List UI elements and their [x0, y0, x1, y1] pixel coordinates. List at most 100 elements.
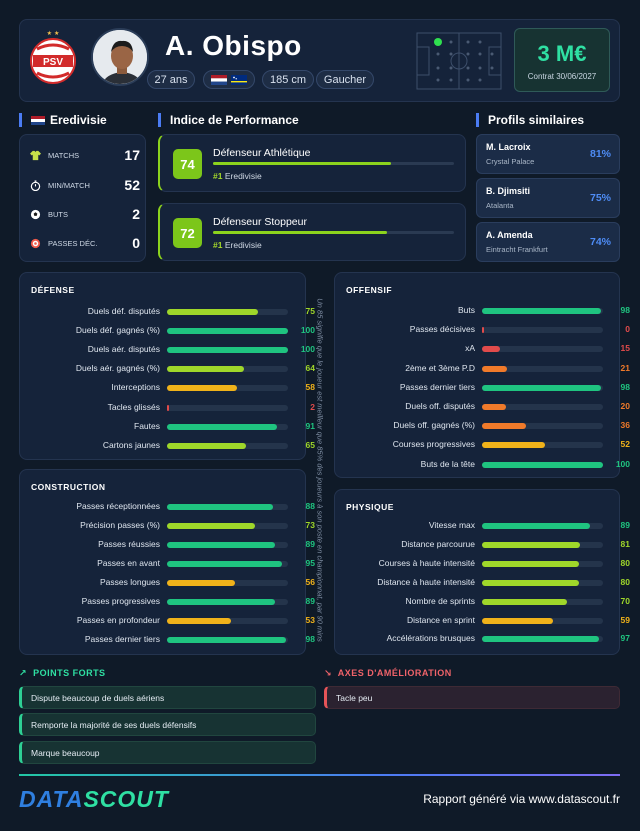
stat-bar: [482, 327, 485, 334]
stat-track: [167, 328, 288, 335]
stat-row: Passes en profondeur 53: [20, 614, 315, 628]
stat-row: Duels déf. disputés 75: [20, 305, 315, 319]
stat-track: [482, 598, 603, 605]
stat-row: Accélérations brusques 97: [335, 632, 630, 646]
stat-value: 91: [305, 420, 315, 431]
stat-label: Nombre de sprints: [405, 595, 475, 606]
stat-value: 95: [305, 558, 315, 568]
construction-title: CONSTRUCTION: [31, 482, 106, 492]
stat-bar: [482, 523, 590, 529]
similar-profile-card[interactable]: A. Amenda Eintracht Frankfurt 74%: [476, 222, 620, 262]
stat-track: [167, 618, 288, 624]
stat-value: 21: [620, 362, 630, 373]
stat-value: 36: [620, 420, 630, 431]
stat-label: Tacles glissés: [107, 401, 160, 412]
similar-profile-card[interactable]: B. Djimsiti Atalanta 75%: [476, 178, 620, 218]
brand-logo: DATASCOUT: [19, 786, 169, 812]
stat-bar: [167, 385, 238, 392]
trend-down-icon: ↘: [324, 668, 333, 678]
similar-profile-card[interactable]: M. Lacroix Crystal Palace 81%: [476, 134, 620, 174]
player-header: ★ ★ PSV A. Obispo 27 ans 185 cm Gaucher: [19, 19, 620, 102]
trend-up-icon: ↗: [19, 668, 28, 678]
stat-track: [167, 423, 288, 430]
stat-value: 89: [620, 520, 630, 530]
stat-value: 65: [305, 439, 315, 450]
stat-value: 97: [620, 633, 630, 644]
construction-card: CONSTRUCTION Passes réceptionnées 88 Préci…: [19, 469, 315, 655]
stat-track: [167, 599, 288, 605]
stat-bar: [482, 404, 507, 410]
stat-bar: [482, 560, 579, 567]
performance-rank: #1 Eredivisie: [213, 240, 262, 250]
foot-pill: Gaucher: [316, 70, 374, 89]
stat-track: [482, 636, 603, 643]
performance-role: Défenseur Athlétique: [213, 147, 311, 159]
stat-row: Distance à haute intensité 80: [335, 576, 630, 590]
stat-track: [167, 347, 288, 354]
defense-title: DÉFENSE: [31, 285, 75, 295]
stat-value: 98: [620, 381, 630, 392]
stat-bar: [167, 309, 258, 315]
stat-label: Passes dernier tiers: [84, 634, 160, 644]
stat-label: Précision passes (%): [80, 520, 160, 530]
performance-track: [213, 162, 454, 165]
market-value: 3 M€: [537, 41, 587, 66]
stat-value: 88: [305, 501, 315, 511]
improvement-item: Tacle peu: [324, 686, 620, 709]
stat-label: Distance en sprint: [406, 614, 475, 625]
stat-value: 80: [620, 557, 630, 568]
stat-bar: [167, 366, 245, 373]
stat-label: Passes en profondeur: [76, 615, 160, 625]
offensive-title: OFFENSIF: [346, 285, 393, 295]
stat-label: Passes réussies: [98, 539, 160, 549]
stat-value: 100: [615, 458, 630, 469]
stat-min-per-match: MIN/MATCH 52: [28, 175, 140, 195]
stat-value: 20: [620, 401, 630, 411]
position-pitch-icon: [416, 32, 502, 90]
performance-card: 72 Défenseur Stoppeur #1 Eredivisie: [158, 203, 466, 261]
stat-label: Distance à haute intensité: [377, 576, 475, 587]
stat-row: Passes réussies 89: [20, 538, 315, 552]
stat-value: 2: [310, 401, 315, 412]
defense-card: DÉFENSE Duels déf. disputés 75 Duels déf. …: [19, 272, 315, 460]
stat-row: Passes longues 56: [20, 576, 315, 590]
stat-bar: [167, 618, 232, 624]
stat-label: Buts de la tête: [420, 458, 475, 469]
stat-row: Fautes 91: [20, 420, 315, 434]
footer-text: Rapport généré via www.datascout.fr: [423, 792, 620, 806]
stat-row: Passes dernier tiers 98: [20, 633, 315, 647]
stat-bar: [167, 347, 288, 354]
stat-track: [167, 504, 288, 510]
stat-bar: [167, 542, 275, 548]
stat-row: Passes décisives 0: [335, 323, 630, 337]
stat-row: Passes progressives 89: [20, 595, 315, 609]
netherlands-flag-icon: [31, 116, 45, 125]
stat-bar: [167, 423, 278, 430]
stat-label: Duels off. disputés: [405, 401, 475, 411]
stat-value: 80: [620, 576, 630, 587]
physique-card: PHYSIQUE Vitesse max 89 Distance parcourue…: [334, 489, 630, 655]
stat-track: [167, 523, 288, 529]
stat-label: Vitesse max: [428, 520, 475, 530]
stat-label: 2ème et 3ème P.D: [405, 362, 475, 373]
stat-value: 89: [305, 539, 315, 549]
stat-track: [482, 617, 603, 624]
stat-label: Passes décisives: [409, 324, 475, 335]
footer-divider: [19, 774, 620, 776]
stat-label: Duels déf. gagnés (%): [75, 325, 160, 336]
stat-assists: PASSES DÉC. 0: [28, 233, 140, 253]
stat-value: 53: [305, 615, 315, 625]
stat-matches: MATCHS 17: [28, 145, 140, 165]
stat-track: [482, 384, 603, 391]
offensive-card: OFFENSIF Buts 98 Passes décisives 0 xA 15 2ème…: [334, 272, 630, 478]
stat-track: [482, 442, 603, 449]
similar-name: B. Djimsiti: [486, 186, 531, 196]
stat-track: [167, 542, 288, 548]
stat-label: Passes progressives: [81, 596, 160, 606]
stat-bar: [167, 504, 274, 510]
stat-label: Accélérations brusques: [386, 633, 475, 644]
stat-track: [482, 579, 603, 586]
performance-title: Indice de Performance: [158, 113, 299, 127]
performance-track: [213, 231, 454, 234]
stat-value: 81: [620, 538, 630, 549]
